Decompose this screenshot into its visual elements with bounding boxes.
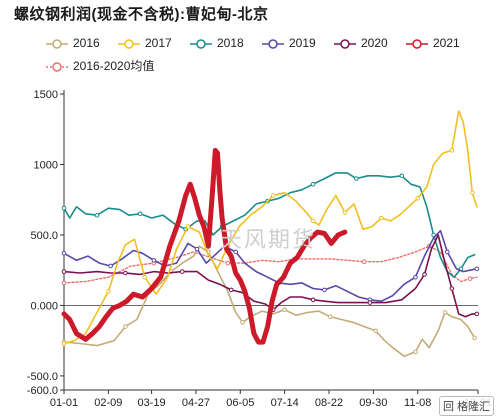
watermark: 天风期货 [220, 228, 317, 253]
x-tick-label: 01-01 [50, 397, 78, 409]
legend: 2016 2017 2018 2019 2020 2021 2016-2020均… [46, 36, 476, 74]
series-point-2018 [137, 211, 143, 217]
legend-item-2021[interactable]: 2021 [406, 36, 460, 50]
y-tick-label: -500.0 [27, 371, 58, 383]
series-line-2017 [63, 110, 478, 345]
series-point-2020 [367, 300, 373, 305]
x-tick-label: 04-27 [182, 397, 210, 409]
series-point-2017 [106, 289, 111, 294]
legend-label-2017: 2017 [145, 36, 172, 50]
legend-marker-2016 [46, 39, 68, 49]
series-point-2016 [327, 314, 333, 320]
series-point-2019 [61, 250, 67, 256]
series-point-2017 [270, 193, 276, 198]
series-point-2016 [413, 349, 418, 355]
series-point-2016-2020均值 [225, 260, 231, 266]
x-tick-label: 03-19 [138, 397, 166, 409]
series-point-2016 [240, 320, 245, 325]
series-point-2016-2020均值 [467, 276, 473, 281]
legend-marker-2020 [334, 39, 356, 49]
series-point-2017 [142, 274, 148, 280]
legend-item-2020[interactable]: 2020 [334, 36, 388, 50]
series-point-2016 [123, 324, 128, 329]
series-point-2016 [373, 328, 378, 334]
series-point-2017 [379, 215, 384, 221]
legend-label-2020: 2020 [361, 36, 388, 50]
legend-marker-2017 [118, 39, 140, 49]
legend-marker-2021 [406, 39, 428, 49]
y-tick-label: 1500 [34, 89, 58, 101]
x-tick-label: 09-30 [359, 397, 387, 409]
legend-label-2018: 2018 [217, 36, 244, 50]
series-point-2020 [474, 311, 480, 317]
y-tick-label: 500.0 [30, 230, 58, 242]
series-point-2019 [233, 249, 239, 255]
series-point-2018 [94, 212, 100, 218]
legend-marker-2019 [262, 39, 284, 49]
series-point-2019 [413, 274, 418, 280]
series-point-2020 [310, 297, 316, 303]
y-tick-label: -600.0 [27, 385, 58, 397]
legend-label-average: 2016-2020均值 [73, 59, 155, 73]
legend-item-2017[interactable]: 2017 [118, 36, 172, 50]
series-point-2020 [228, 287, 234, 293]
series-line-2018 [63, 172, 476, 279]
legend-item-average[interactable]: 2016-2020均值 [46, 57, 154, 74]
series-point-2018 [399, 173, 405, 179]
legend-item-2019[interactable]: 2019 [262, 36, 316, 50]
series-point-2019 [474, 266, 480, 272]
series-point-2019 [194, 246, 200, 252]
series-point-2020 [422, 272, 427, 277]
series-point-2017 [449, 148, 455, 153]
x-tick-label: 08-22 [315, 397, 343, 409]
source-badge: 回 格隆汇 [438, 396, 494, 416]
series-point-2016 [472, 335, 477, 341]
legend-item-2016[interactable]: 2016 [46, 36, 100, 50]
series-point-2018 [310, 181, 316, 187]
chart-title: 螺纹钢利润(现金不含税):曹妃甸-北京 [14, 6, 269, 23]
series-point-2020 [179, 269, 185, 274]
series-point-2019 [108, 263, 113, 269]
series-point-2017 [61, 341, 67, 346]
x-tick-label: 02-09 [94, 397, 122, 409]
series-point-2016-2020均值 [61, 280, 67, 286]
y-tick-label: 1000 [34, 159, 58, 171]
series-point-2020 [449, 286, 455, 291]
series-point-2017 [185, 224, 191, 229]
series-point-2017 [470, 190, 475, 195]
y-tick-label: 0.000 [30, 300, 58, 312]
series-point-2019 [151, 258, 157, 263]
series-point-2016 [442, 310, 448, 315]
legend-label-2016: 2016 [73, 36, 100, 50]
series-point-2020 [61, 269, 67, 274]
x-tick-label: 07-14 [271, 397, 299, 409]
series-point-2017 [310, 218, 316, 224]
series-point-2017 [415, 196, 421, 201]
series-point-2020 [123, 270, 128, 276]
series-point-2018 [61, 205, 67, 211]
series-point-2019 [444, 249, 450, 255]
legend-marker-2018 [190, 39, 212, 49]
x-tick-label: 11-08 [404, 397, 431, 409]
series-point-2016 [282, 307, 287, 312]
series-point-2016-2020均值 [361, 259, 367, 265]
legend-label-2019: 2019 [289, 36, 316, 50]
series-point-2017 [342, 210, 348, 215]
series-line-2020 [63, 234, 478, 318]
series-point-2018 [354, 176, 359, 181]
legend-item-2018[interactable]: 2018 [190, 36, 244, 50]
x-tick-label: 06-05 [226, 397, 254, 409]
series-line-2021 [61, 147, 348, 345]
legend-label-2021: 2021 [433, 36, 460, 50]
legend-marker-average [46, 62, 68, 72]
series-point-2019 [322, 287, 327, 293]
